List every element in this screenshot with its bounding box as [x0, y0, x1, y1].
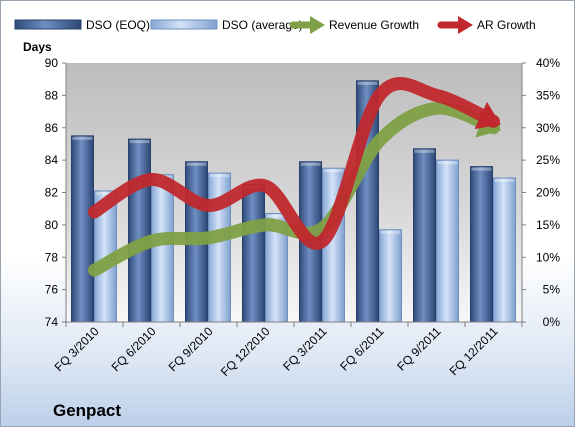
bar-highlight	[72, 136, 93, 140]
bar-highlight	[494, 178, 515, 182]
bar-dso-eoq	[71, 135, 94, 323]
legend-label-dso-average-: DSO (average)	[222, 18, 303, 32]
legend: DSO (EOQ) DSO (average) Revenue Growth AR G…	[14, 16, 536, 34]
bar-dso-average	[493, 177, 516, 323]
legend-label-ar-growth: AR Growth	[477, 18, 536, 32]
bar-highlight	[129, 140, 150, 144]
bar-dso-average	[436, 159, 459, 323]
bar-dso-eoq	[128, 138, 151, 323]
bar-highlight	[357, 81, 378, 85]
bar-dso-eoq	[413, 148, 436, 323]
legend-swatch-dso-average-	[150, 19, 218, 30]
bar-highlight	[323, 169, 344, 173]
x-tick-label: FQ 6/2010	[109, 324, 159, 374]
y-tick-label: 76	[45, 283, 59, 297]
y-tick-label: 82	[45, 186, 59, 200]
bar-highlight	[471, 167, 492, 171]
bar-dso-average	[151, 174, 174, 323]
bar-dso-average	[379, 229, 402, 323]
legend-arrow-revenue-growth	[310, 16, 325, 34]
y-tick-label: 86	[45, 121, 59, 135]
y-tick-label: 78	[45, 250, 59, 264]
y-right-tick-label: 25%	[536, 153, 560, 167]
legend-swatch-dso-eoq-	[14, 19, 82, 30]
y-tick-label: 84	[45, 153, 59, 167]
bar-highlight	[186, 162, 207, 166]
bar-highlight	[95, 191, 116, 195]
lines-layer	[88, 77, 502, 277]
x-tick-label: FQ 12/2010	[218, 324, 273, 379]
y-right-tick-label: 5%	[543, 283, 561, 297]
bar-highlight	[437, 161, 458, 165]
legend-label-revenue-growth: Revenue Growth	[329, 18, 419, 32]
x-tick-label: FQ 3/2010	[52, 324, 102, 374]
y-right-tick-label: 35%	[536, 88, 560, 102]
y-right-tick-label: 10%	[536, 250, 560, 264]
y-axis-title: Days	[23, 40, 52, 54]
bar-highlight	[266, 214, 287, 218]
y-right-tick-label: 20%	[536, 186, 560, 200]
x-tick-label: FQ 12/2011	[447, 324, 501, 378]
bar-highlight	[380, 230, 401, 234]
y-right-tick-label: 30%	[536, 121, 560, 135]
bar-dso-eoq	[470, 166, 493, 323]
line-ar-growth	[88, 77, 500, 250]
company-name: Genpact	[53, 401, 121, 420]
bars-layer	[71, 80, 516, 323]
x-tick-label: FQ 3/2011	[280, 324, 330, 374]
y-tick-label: 88	[45, 88, 59, 102]
y-right-tick-label: 0%	[543, 315, 561, 329]
bar-highlight	[414, 149, 435, 153]
x-tick-label: FQ 6/2011	[337, 324, 387, 374]
x-tick-label: FQ 9/2010	[166, 324, 216, 374]
y-right-tick-label: 15%	[536, 218, 560, 232]
bar-dso-eoq	[242, 183, 265, 323]
bar-highlight	[209, 174, 230, 178]
y-tick-label: 74	[45, 315, 59, 329]
bar-highlight	[300, 162, 321, 166]
arrowhead-ar-growth	[474, 101, 501, 130]
legend-arrow-ar-growth	[458, 16, 473, 34]
y-tick-label: 80	[45, 218, 59, 232]
y-tick-label: 90	[45, 56, 59, 70]
x-tick-label: FQ 9/2011	[394, 324, 444, 374]
y-right-tick-label: 40%	[536, 56, 560, 70]
legend-label-dso-eoq-: DSO (EOQ)	[86, 18, 150, 32]
